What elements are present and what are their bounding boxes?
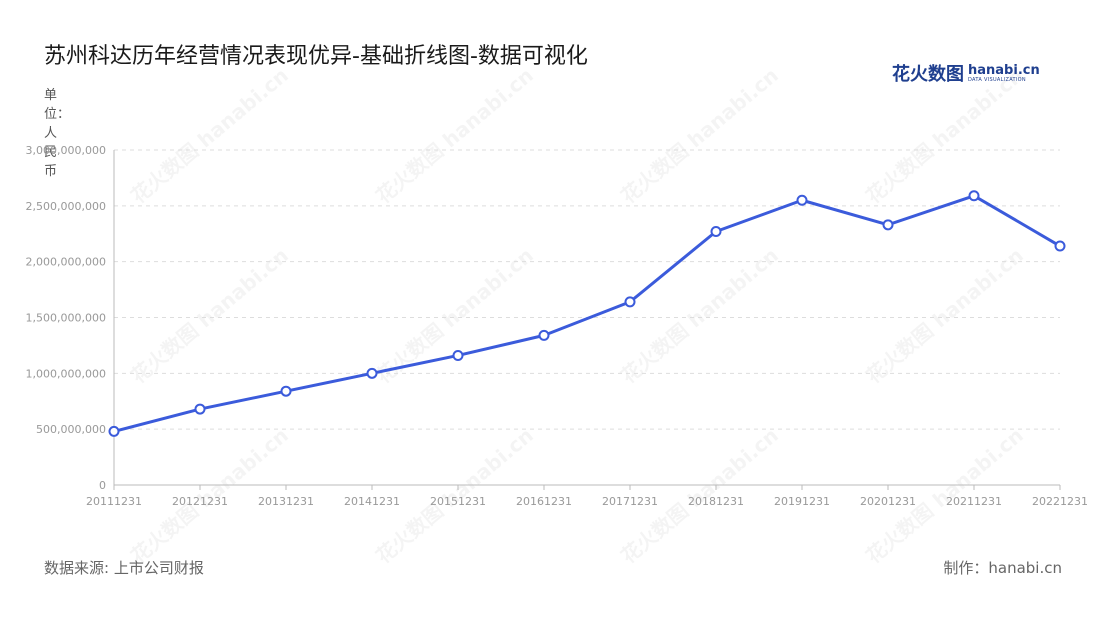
x-tick-label: 20151231: [430, 495, 486, 508]
x-tick-label: 20111231: [86, 495, 142, 508]
series-line: [112, 194, 1062, 433]
x-tick-label: 20121231: [172, 495, 228, 508]
data-point: [624, 296, 636, 308]
logo-en-text: hanabi.cn: [968, 62, 1040, 78]
data-point: [538, 329, 550, 341]
logo-cn-text: 花火数图: [892, 64, 964, 85]
x-tick-label: 20141231: [344, 495, 400, 508]
data-point: [280, 385, 292, 397]
data-point: [882, 219, 894, 231]
y-tick-label: 500,000,000: [36, 423, 106, 436]
y-tick-label: 1,500,000,000: [26, 312, 106, 325]
x-tick-label: 20171231: [602, 495, 658, 508]
x-tick-label: 20131231: [258, 495, 314, 508]
data-source-note: 数据来源: 上市公司财报: [44, 559, 204, 577]
x-tick-label: 20221231: [1032, 495, 1088, 508]
logo-sub-text: DATA VISUALIZATION: [968, 76, 1026, 83]
data-point: [452, 349, 464, 361]
data-point: [796, 194, 808, 206]
chart-title: 苏州科达历年经营情况表现优异-基础折线图-数据可视化: [44, 44, 588, 69]
x-tick-label: 20181231: [688, 495, 744, 508]
data-point: [1054, 240, 1066, 252]
data-point: [968, 190, 980, 202]
y-tick-label: 3,000,000,000: [26, 144, 106, 157]
data-point: [710, 226, 722, 238]
data-point: [366, 367, 378, 379]
y-tick-label: 0: [99, 479, 106, 492]
y-tick-label: 2,500,000,000: [26, 200, 106, 213]
data-point: [194, 403, 206, 415]
x-tick-label: 20191231: [774, 495, 830, 508]
x-tick-label: 20211231: [946, 495, 1002, 508]
x-tick-label: 20161231: [516, 495, 572, 508]
y-tick-label: 1,000,000,000: [26, 367, 106, 380]
credit-note: 制作：hanabi.cn: [943, 559, 1062, 577]
x-tick-label: 20201231: [860, 495, 916, 508]
data-point: [108, 425, 120, 437]
brand-logo: 花火数图 hanabi.cn DATA VISUALIZATION: [892, 60, 1040, 86]
y-tick-label: 2,000,000,000: [26, 256, 106, 269]
logo-en-block: hanabi.cn DATA VISUALIZATION: [968, 64, 1040, 83]
